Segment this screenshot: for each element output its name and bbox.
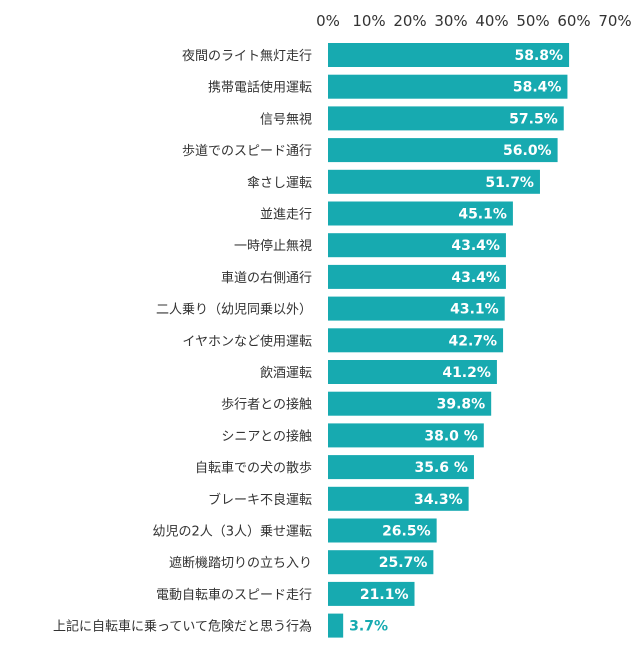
category-label: 自転車での犬の散歩 [195,461,312,476]
x-tick-label: 0% [316,12,340,30]
bar [328,296,505,321]
bar [328,423,484,448]
x-tick-label: 70% [598,12,631,30]
bar [328,328,504,353]
category-label: シニアとの接触 [221,428,312,444]
x-tick-label: 60% [557,12,590,30]
bar-value-label: 51.7% [485,175,534,191]
x-axis-ticks: 0% 10% 20% 30% 40% 50% 60% 70% [316,12,632,30]
bars [328,43,570,638]
bar-value-label: 26.5% [382,524,431,540]
category-label: 携帯電話使用運転 [208,80,312,96]
bar-value-label: 3.7% [349,619,388,635]
bar [328,550,434,575]
bar-value-label: 21.1% [360,587,409,603]
bar-value-label: 56.0% [503,143,552,159]
category-label: 上記に自転車に乗っていて危険だと思う行為 [53,619,312,635]
category-label: 幼児の2人（3人）乗せ運転 [152,525,312,540]
category-label: 飲酒運転 [260,365,312,381]
bar-value-label: 43.4% [451,238,500,254]
x-tick-label: 40% [475,12,508,30]
bar-value-label: 41.2% [442,365,491,381]
category-label: ブレーキ不良運転 [208,492,312,508]
category-label: 遮断機踏切りの立ち入り [169,555,312,571]
bar [328,264,506,289]
category-label: 並進走行 [260,208,312,223]
bar-value-label: 58.8% [515,48,564,64]
bar-value-label: 25.7% [379,555,428,571]
bar-value-label: 43.4% [451,270,500,286]
bar-value-label: 42.7% [448,333,497,349]
value-labels: 58.8% 58.4% 57.5% 56.0% 51.7% 45.1% 43.4% 43.4%… [349,48,563,635]
bar-value-label: 57.5% [509,111,558,127]
bar [328,43,570,67]
x-tick-label: 30% [434,12,467,30]
bar [328,233,506,258]
category-label: イヤホンなど使用運転 [182,333,312,349]
bar-value-label: 34.3% [414,492,463,508]
bar-value-label: 38.0 % [424,428,477,444]
bar-value-label: 35.6 % [415,460,468,476]
category-label: 一時停止無視 [234,238,312,254]
bar-value-label: 58.4% [513,80,562,96]
category-label: 電動自転車のスピード走行 [156,588,312,603]
x-tick-label: 10% [352,12,385,30]
category-label: 夜間のライト無灯走行 [182,49,312,64]
bar [328,360,497,384]
bar [328,613,344,638]
bar [328,169,540,194]
bar [328,138,558,163]
bar [328,518,437,543]
category-label: 歩行者との接触 [221,397,312,413]
bar [328,581,415,606]
category-labels: 夜間のライト無灯走行携帯電話使用運転信号無視歩道でのスピード通行傘さし運転並進走… [53,49,312,635]
x-tick-label: 50% [516,12,549,30]
category-label: 車道の右側通行 [221,271,312,286]
category-label: 二人乗り（幼児同乗以外） [156,303,312,318]
bar [328,455,474,480]
category-label: 傘さし運転 [247,176,312,191]
bar [328,106,564,131]
bar [328,486,469,511]
bar [328,74,568,99]
x-tick-label: 20% [393,12,426,30]
bar-value-label: 45.1% [458,207,507,223]
bar [328,391,492,416]
bar [328,201,513,226]
bar-value-label: 39.8% [437,397,486,413]
bar-value-label: 43.1% [450,302,499,318]
category-label: 歩道でのスピード通行 [182,144,312,159]
category-label: 信号無視 [260,112,312,127]
